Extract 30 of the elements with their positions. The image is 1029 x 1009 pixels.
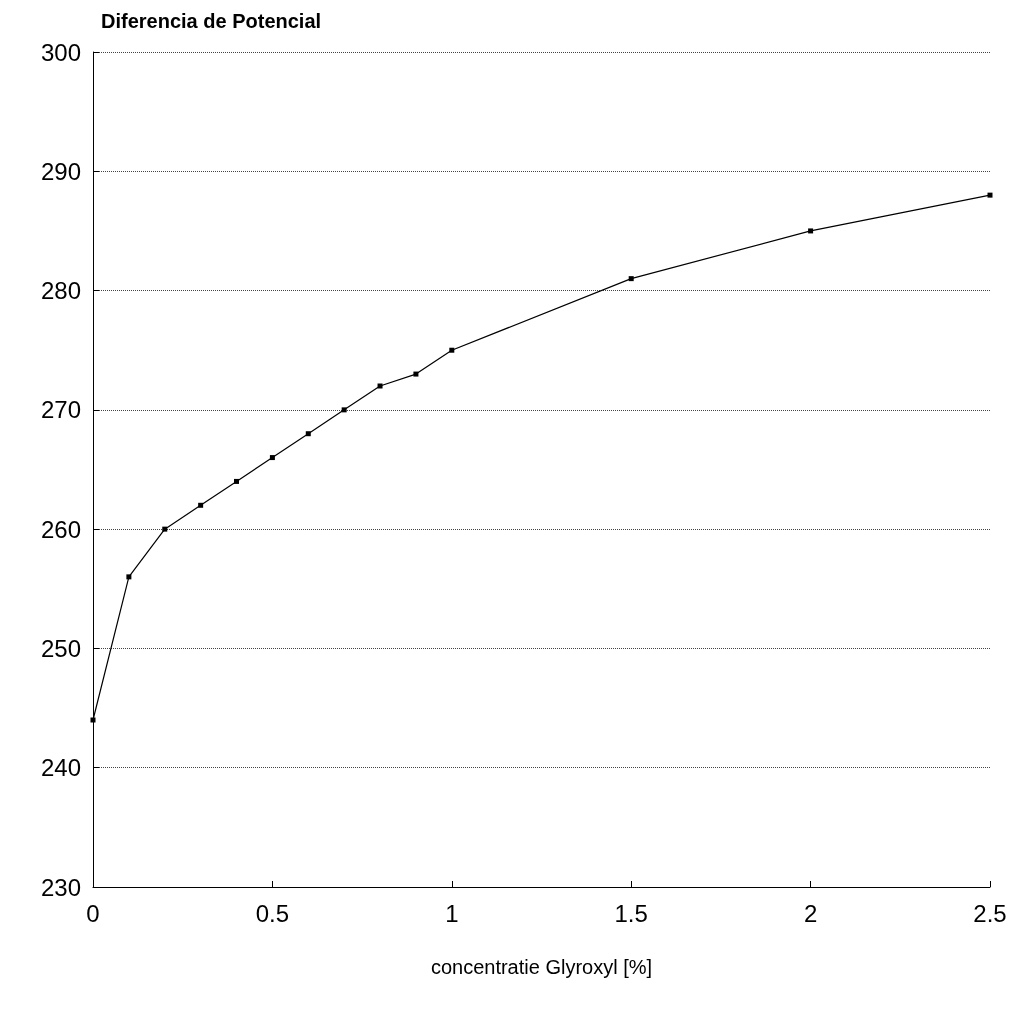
x-tick-label: 2.5 (973, 899, 1007, 927)
y-tick-label: 290 (40, 157, 81, 185)
chart-title: Diferencia de Potencial (101, 10, 322, 32)
y-tick-label: 260 (40, 515, 81, 543)
x-tick-label: 0 (86, 899, 100, 927)
y-tick-label: 280 (40, 277, 81, 305)
point (234, 478, 240, 484)
x-tick-label: 1 (445, 899, 459, 927)
y-tick-label: 300 (40, 38, 81, 66)
x-tick-label: 0.5 (255, 899, 290, 927)
point (126, 574, 132, 580)
point (198, 502, 204, 508)
y-tick-label: 250 (40, 634, 81, 662)
y-tick-label: 270 (40, 396, 81, 424)
point (341, 407, 347, 413)
x-tick-label: 2 (803, 899, 818, 927)
point (449, 347, 455, 353)
point (90, 717, 96, 723)
x-tick-label: 1.5 (614, 899, 648, 927)
point (413, 371, 419, 377)
point (808, 228, 814, 234)
y-tick-label: 230 (40, 873, 81, 901)
point (269, 455, 275, 461)
x-axis-title: concentratie Glyroxyl [%] (430, 956, 653, 978)
point (377, 383, 383, 389)
point (162, 526, 168, 532)
point (628, 276, 634, 282)
point (987, 192, 993, 198)
point (305, 431, 311, 437)
y-tick-label: 240 (40, 754, 81, 782)
